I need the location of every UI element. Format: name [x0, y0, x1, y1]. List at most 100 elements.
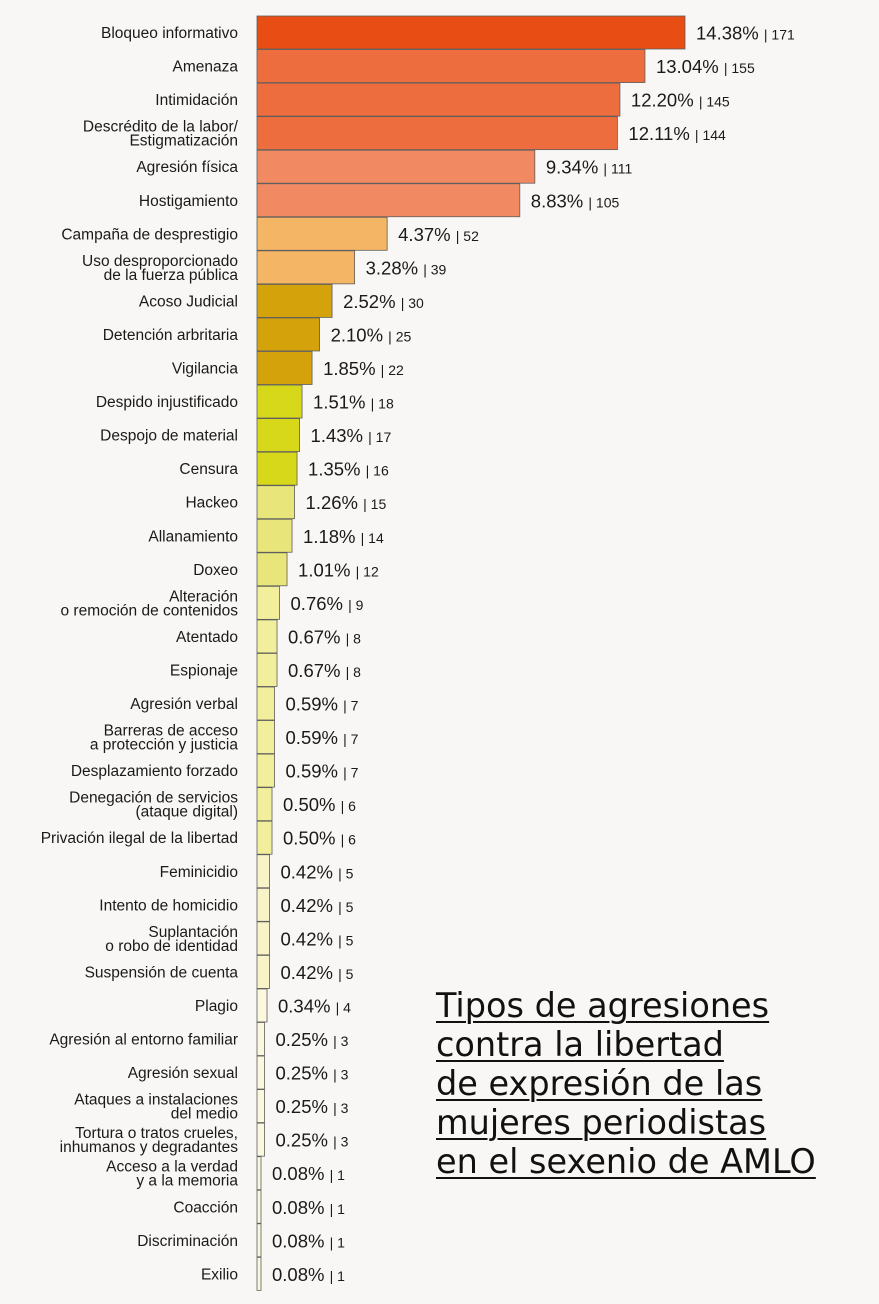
percent-label: 0.25% — [276, 1063, 334, 1084]
bar — [256, 351, 313, 385]
percent-label: 12.11% — [628, 123, 695, 144]
percent-label: 1.18% — [303, 526, 361, 547]
bar — [256, 317, 320, 352]
value-label: 0.67% | 8 — [288, 626, 361, 647]
count-label: | 12 — [356, 563, 379, 579]
value-label: 1.51% | 18 — [313, 392, 394, 413]
percent-label: 0.42% — [281, 895, 339, 916]
count-label: | 25 — [388, 328, 411, 344]
percent-label: 14.38% — [696, 23, 764, 44]
bar — [256, 1022, 265, 1056]
count-label: | 22 — [381, 362, 404, 378]
bar — [256, 854, 270, 889]
count-label: | 171 — [764, 27, 795, 43]
percent-label: 0.76% — [291, 593, 349, 614]
percent-label: 12.20% — [631, 90, 699, 111]
value-label: 0.08% | 1 — [272, 1230, 345, 1251]
count-label: | 4 — [336, 999, 352, 1015]
bar — [256, 686, 275, 721]
percent-label: 1.35% — [308, 459, 366, 480]
value-label: 2.52% | 30 — [343, 291, 424, 312]
percent-label: 0.67% — [288, 626, 346, 647]
bar — [256, 988, 268, 1023]
count-label: | 145 — [699, 94, 730, 110]
percent-label: 0.25% — [276, 1096, 334, 1117]
category-label: Hackeo — [185, 495, 238, 512]
bar — [256, 921, 270, 956]
bar — [256, 116, 618, 151]
category-label: Intento de homicidio — [99, 897, 238, 914]
category-label: Agresión al entorno familiar — [49, 1032, 238, 1049]
bar — [256, 451, 298, 486]
count-label: | 16 — [366, 463, 389, 479]
percent-label: 0.42% — [281, 861, 339, 882]
count-label: | 5 — [338, 932, 354, 948]
count-label: | 3 — [333, 1100, 349, 1116]
bar — [256, 250, 356, 285]
category-label: Exilio — [201, 1266, 238, 1283]
value-label: 0.42% | 5 — [281, 928, 354, 949]
count-label: | 5 — [338, 899, 354, 915]
count-label: | 1 — [330, 1167, 346, 1183]
chart-title-line: de expresión de las — [436, 1064, 763, 1103]
category-label: Intimidación — [155, 92, 238, 109]
category-label: Despido injustificado — [96, 394, 238, 411]
value-label: 0.50% | 6 — [283, 828, 356, 849]
bar — [256, 1122, 265, 1157]
percent-label: 1.51% — [313, 392, 371, 413]
value-label: 0.59% | 7 — [286, 727, 359, 748]
value-label: 0.08% | 1 — [272, 1264, 345, 1285]
percent-label: 0.59% — [286, 727, 344, 748]
category-label: Ataques a instalaciones — [74, 1092, 238, 1109]
category-label: Acoso Judicial — [139, 293, 238, 310]
category-label: (ataque digital) — [135, 804, 238, 821]
category-label: Denegación de servicios — [69, 790, 238, 807]
percent-label: 9.34% — [546, 157, 604, 178]
value-label: 0.25% | 3 — [276, 1029, 349, 1050]
value-label: 0.42% | 5 — [281, 861, 354, 882]
percent-label: 1.43% — [311, 425, 369, 446]
percent-label: 13.04% — [656, 56, 724, 77]
category-label: del medio — [171, 1106, 238, 1123]
count-label: | 8 — [346, 664, 362, 680]
bar — [256, 518, 293, 553]
bar — [256, 1223, 262, 1258]
value-label: 0.42% | 5 — [281, 895, 354, 916]
count-label: | 8 — [346, 630, 362, 646]
value-label: 0.76% | 9 — [291, 593, 364, 614]
bar — [256, 149, 536, 184]
bar — [256, 753, 275, 788]
count-label: | 15 — [363, 496, 386, 512]
bar — [256, 887, 270, 922]
bar — [256, 585, 280, 620]
category-label: Amenaza — [173, 59, 239, 76]
count-label: | 3 — [333, 1033, 349, 1049]
percent-label: 0.50% — [283, 828, 341, 849]
chart-title-line: mujeres periodistas — [436, 1103, 767, 1142]
count-label: | 3 — [333, 1067, 349, 1083]
percent-label: 3.28% — [366, 257, 424, 278]
percent-label: 8.83% — [531, 190, 589, 211]
count-label: | 105 — [588, 194, 619, 210]
bar — [256, 49, 646, 83]
value-label: 0.34% | 4 — [278, 995, 351, 1016]
count-label: | 111 — [603, 161, 632, 177]
value-label: 0.25% | 3 — [276, 1063, 349, 1084]
count-label: | 5 — [338, 865, 354, 881]
percent-label: 0.42% — [281, 962, 339, 983]
chart-title-line: en el sexenio de AMLO — [436, 1142, 816, 1181]
bar — [256, 955, 270, 989]
category-label: inhumanos y degradantes — [60, 1139, 239, 1156]
category-label: Hostigamiento — [139, 193, 238, 210]
percent-label: 0.34% — [278, 995, 336, 1016]
value-label: 8.83% | 105 — [531, 190, 620, 211]
category-label: Uso desproporcionado — [82, 253, 238, 270]
category-label: Plagio — [195, 998, 238, 1015]
bar — [256, 82, 621, 117]
bar — [256, 485, 295, 520]
bar — [256, 283, 333, 318]
category-label: Atentado — [176, 629, 238, 646]
percent-label: 0.67% — [288, 660, 346, 681]
chart-title-line: contra la libertad — [436, 1025, 724, 1064]
